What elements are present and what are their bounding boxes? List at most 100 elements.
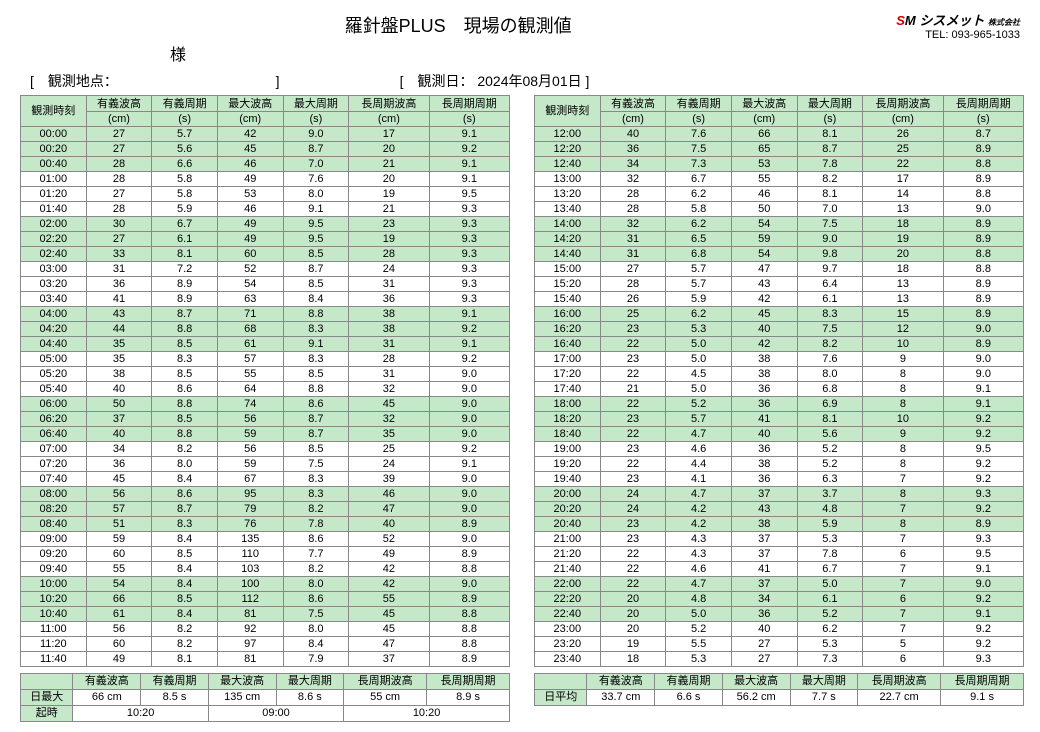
data-cell: 28: [86, 202, 152, 217]
data-cell: 07:40: [21, 472, 87, 487]
data-cell: 60: [86, 547, 152, 562]
data-cell: 09:40: [21, 562, 87, 577]
data-cell: 06:20: [21, 412, 87, 427]
data-cell: 28: [600, 202, 666, 217]
data-cell: 8.9: [429, 547, 509, 562]
col-header: 有義周期: [152, 96, 218, 112]
data-cell: 34: [731, 592, 797, 607]
data-cell: 71: [217, 307, 283, 322]
data-cell: 7.0: [797, 202, 863, 217]
data-cell: 9.8: [797, 247, 863, 262]
data-cell: 8.0: [283, 187, 349, 202]
summary-value: 8.9 s: [427, 690, 510, 706]
data-cell: 8.4: [152, 607, 218, 622]
data-cell: 9.5: [283, 232, 349, 247]
data-cell: 55: [731, 172, 797, 187]
summary-header: 最大周期: [790, 674, 858, 690]
data-cell: 49: [217, 217, 283, 232]
data-cell: 7.5: [283, 607, 349, 622]
data-cell: 23:20: [535, 637, 601, 652]
data-cell: 4.6: [666, 562, 732, 577]
data-cell: 6.3: [797, 472, 863, 487]
data-cell: 6.1: [797, 592, 863, 607]
data-cell: 51: [86, 517, 152, 532]
data-cell: 8.9: [429, 517, 509, 532]
data-cell: 110: [217, 547, 283, 562]
data-cell: 35: [86, 337, 152, 352]
data-cell: 6: [863, 652, 943, 667]
data-cell: 9.0: [429, 382, 509, 397]
data-cell: 41: [731, 412, 797, 427]
data-cell: 8.5: [152, 592, 218, 607]
table-row: 20:20244.2434.879.2: [535, 502, 1024, 517]
data-cell: 8.2: [797, 337, 863, 352]
data-cell: 8.9: [943, 142, 1023, 157]
data-cell: 03:20: [21, 277, 87, 292]
data-cell: 9.0: [797, 232, 863, 247]
data-cell: 9: [863, 427, 943, 442]
data-cell: 46: [349, 487, 429, 502]
data-cell: 38: [731, 457, 797, 472]
summary-value: 135 cm: [208, 690, 276, 706]
data-cell: 5.0: [666, 352, 732, 367]
data-cell: 32: [349, 382, 429, 397]
data-cell: 23: [600, 517, 666, 532]
data-cell: 8.2: [152, 637, 218, 652]
data-cell: 9.3: [429, 292, 509, 307]
data-cell: 5.8: [152, 187, 218, 202]
data-cell: 5.0: [797, 577, 863, 592]
data-cell: 79: [217, 502, 283, 517]
data-cell: 9.0: [429, 427, 509, 442]
data-cell: 8.2: [152, 442, 218, 457]
data-cell: 36: [349, 292, 429, 307]
data-cell: 21: [349, 157, 429, 172]
data-cell: 8.8: [152, 322, 218, 337]
data-cell: 22: [600, 562, 666, 577]
data-cell: 8.8: [152, 397, 218, 412]
table-row: 17:40215.0366.889.1: [535, 382, 1024, 397]
data-cell: 23: [600, 352, 666, 367]
col-unit: (s): [283, 112, 349, 127]
data-cell: 01:00: [21, 172, 87, 187]
data-cell: 8: [863, 397, 943, 412]
data-cell: 55: [349, 592, 429, 607]
data-cell: 5.0: [666, 337, 732, 352]
data-cell: 23:40: [535, 652, 601, 667]
col-header: 最大周期: [797, 96, 863, 112]
data-cell: 42: [349, 562, 429, 577]
col-unit: (cm): [349, 112, 429, 127]
data-cell: 30: [86, 217, 152, 232]
data-cell: 32: [600, 217, 666, 232]
data-cell: 23: [600, 412, 666, 427]
data-cell: 7: [863, 562, 943, 577]
data-cell: 57: [86, 502, 152, 517]
data-cell: 17:00: [535, 352, 601, 367]
summary-row-label: 起時: [21, 706, 73, 722]
data-cell: 8.8: [943, 262, 1023, 277]
summary-value: 7.7 s: [790, 690, 858, 706]
table-row: 11:20608.2978.4478.8: [21, 637, 510, 652]
data-cell: 22: [600, 457, 666, 472]
data-cell: 8.7: [152, 502, 218, 517]
data-cell: 27: [600, 262, 666, 277]
data-cell: 8.8: [429, 562, 509, 577]
table-row: 21:20224.3377.869.5: [535, 547, 1024, 562]
table-row: 23:00205.2406.279.2: [535, 622, 1024, 637]
data-cell: 38: [731, 517, 797, 532]
data-cell: 7.3: [797, 652, 863, 667]
col-header: 有義周期: [666, 96, 732, 112]
data-cell: 7.6: [666, 127, 732, 142]
data-cell: 9.3: [429, 262, 509, 277]
data-cell: 27: [86, 142, 152, 157]
summary-header: 有義周期: [141, 674, 209, 690]
data-cell: 8.3: [797, 307, 863, 322]
data-cell: 9.5: [943, 442, 1023, 457]
col-unit: (s): [943, 112, 1023, 127]
data-cell: 02:40: [21, 247, 87, 262]
data-cell: 46: [217, 157, 283, 172]
table-row: 08:20578.7798.2479.0: [21, 502, 510, 517]
data-cell: 31: [349, 337, 429, 352]
table-row: 20:40234.2385.988.9: [535, 517, 1024, 532]
data-cell: 27: [731, 652, 797, 667]
data-cell: 8.2: [797, 172, 863, 187]
